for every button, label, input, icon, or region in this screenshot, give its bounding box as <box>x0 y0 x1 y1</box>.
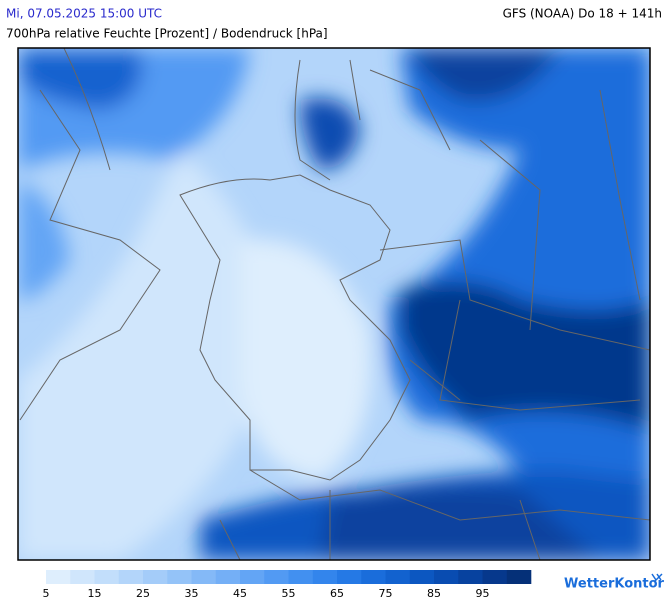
colorbar-swatch <box>434 570 459 584</box>
colorbar-swatch <box>361 570 386 584</box>
humidity-field <box>18 48 650 560</box>
colorbar-swatch <box>312 570 338 584</box>
colorbar-swatch <box>385 570 411 584</box>
colorbar-label: 55 <box>282 587 296 600</box>
colorbar-label: 85 <box>427 587 441 600</box>
colorbar-label: 65 <box>330 587 344 600</box>
model-run: GFS (NOAA) Do 18 + 141h <box>503 7 662 21</box>
colorbar-label: 95 <box>476 587 490 600</box>
colorbar-swatch <box>409 570 435 584</box>
colorbar-label: 5 <box>43 587 50 600</box>
colorbar-label: 45 <box>233 587 247 600</box>
colorbar-swatch <box>167 570 192 584</box>
colorbar-swatch <box>215 570 241 584</box>
datetime: Mi, 07.05.2025 15:00 UTC <box>6 7 162 21</box>
colorbar-label: 35 <box>185 587 199 600</box>
colorbar-swatch <box>264 570 289 584</box>
colorbar-label: 15 <box>88 587 102 600</box>
colorbar-swatch <box>458 570 483 584</box>
colorbar-label: 75 <box>379 587 393 600</box>
colorbar-label: 25 <box>136 587 150 600</box>
map-frame <box>17 47 651 561</box>
colorbar-swatch <box>70 570 95 584</box>
colorbar-swatch <box>506 570 532 584</box>
colorbar-swatch <box>191 570 217 584</box>
colorbar-swatch <box>118 570 144 584</box>
colorbar-swatch <box>46 570 71 584</box>
colorbar-swatch <box>143 570 168 584</box>
brand-logo: WetterKontor <box>564 577 665 592</box>
colorbar: 5 15 25 35 45 55 65 75 85 95 <box>43 570 532 600</box>
colorbar-swatch <box>337 570 362 584</box>
subtitle: 700hPa relative Feuchte [Prozent] / Bode… <box>6 27 328 41</box>
colorbar-swatch <box>240 570 265 584</box>
colorbar-swatch <box>288 570 314 584</box>
colorbar-swatch <box>94 570 120 584</box>
colorbar-swatch <box>482 570 508 584</box>
brand-icon <box>651 573 663 583</box>
